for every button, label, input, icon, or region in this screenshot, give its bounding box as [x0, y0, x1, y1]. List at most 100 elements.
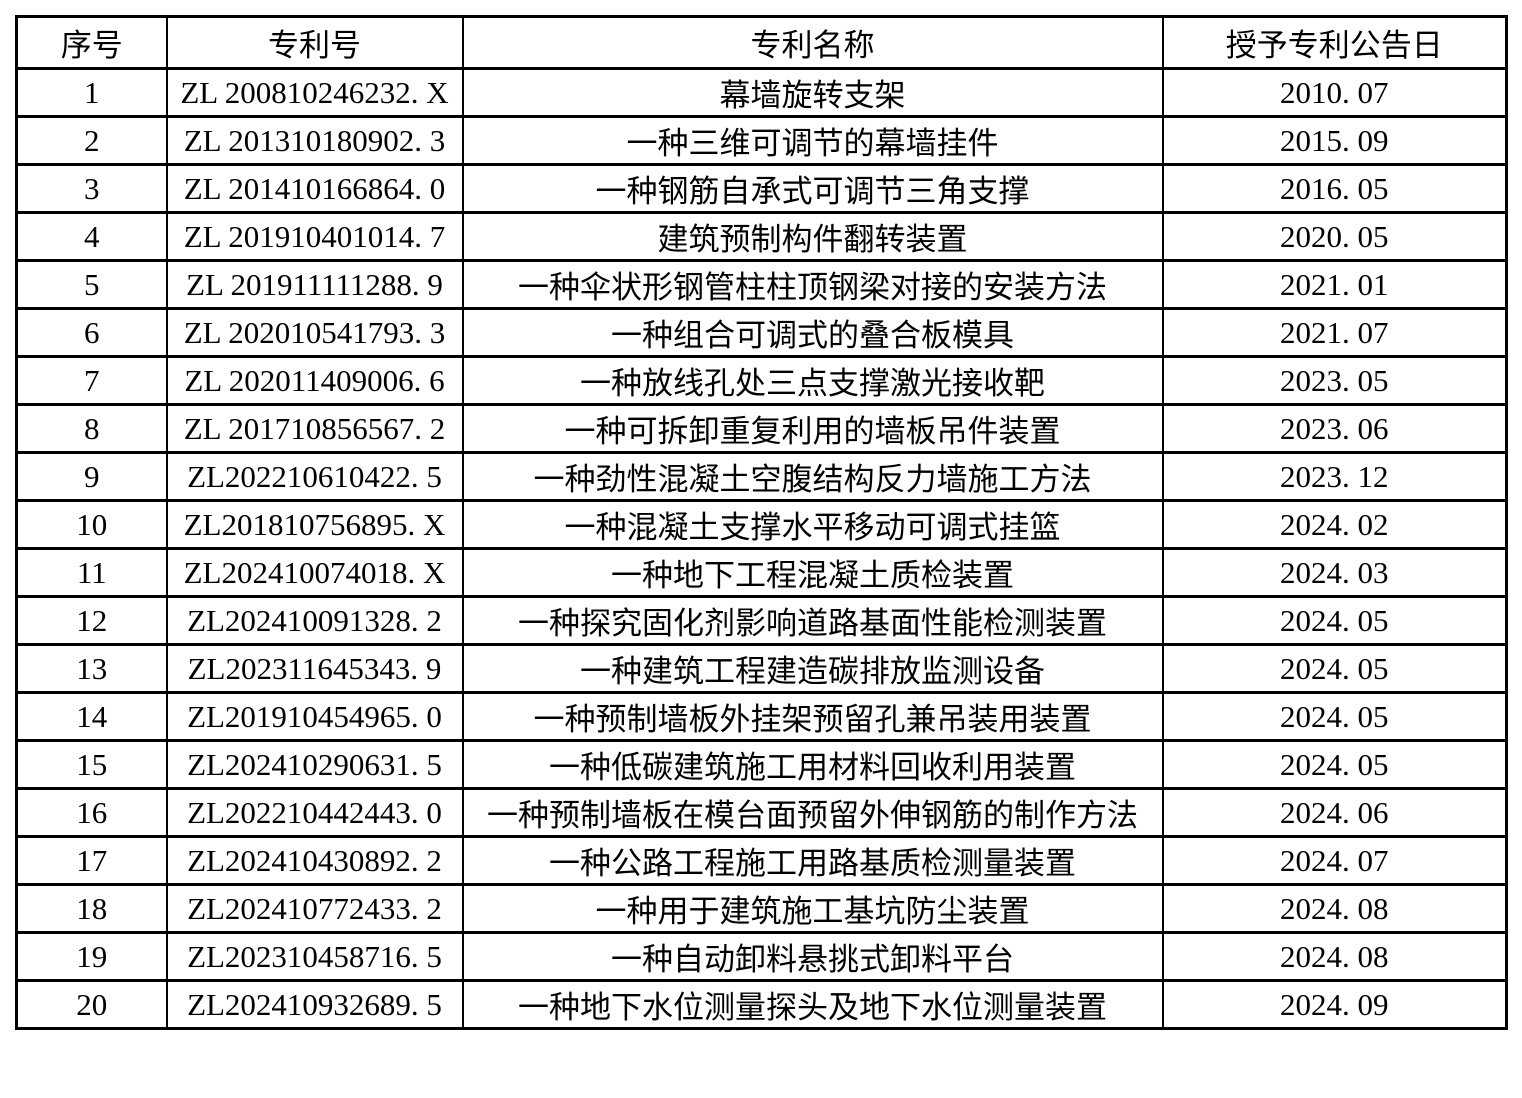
cell-patent-number: ZL 202011409006. 6	[165, 355, 464, 406]
cell-index: 17	[15, 835, 168, 886]
cell-patent-number: ZL202311645343. 9	[165, 643, 464, 694]
cell-index: 10	[15, 499, 168, 550]
cell-index: 20	[15, 979, 168, 1030]
col-header-patent-name: 专利名称	[461, 15, 1164, 70]
table-row: 12 ZL202410091328. 2 一种探究固化剂影响道路基面性能检测装置 20…	[15, 595, 1508, 646]
cell-index: 7	[15, 355, 168, 406]
cell-grant-date: 2010. 07	[1161, 67, 1508, 118]
cell-index: 8	[15, 403, 168, 454]
cell-grant-date: 2020. 05	[1161, 211, 1508, 262]
cell-patent-number: ZL 201910401014. 7	[165, 211, 464, 262]
table-row: 18 ZL202410772433. 2 一种用于建筑施工基坑防尘装置 2024. 0…	[15, 883, 1508, 934]
table-row: 4 ZL 201910401014. 7 建筑预制构件翻转装置 2020. 05	[15, 211, 1508, 262]
cell-patent-number: ZL201810756895. X	[165, 499, 464, 550]
cell-patent-number: ZL202410290631. 5	[165, 739, 464, 790]
cell-patent-name: 一种地下工程混凝土质检装置	[461, 547, 1164, 598]
cell-patent-number: ZL202210442443. 0	[165, 787, 464, 838]
cell-index: 13	[15, 643, 168, 694]
cell-patent-number: ZL202410074018. X	[165, 547, 464, 598]
col-header-index: 序号	[15, 15, 168, 70]
cell-grant-date: 2016. 05	[1161, 163, 1508, 214]
cell-patent-name: 一种预制墙板外挂架预留孔兼吊装用装置	[461, 691, 1164, 742]
cell-patent-name: 一种公路工程施工用路基质检测量装置	[461, 835, 1164, 886]
cell-patent-name: 建筑预制构件翻转装置	[461, 211, 1164, 262]
cell-index: 6	[15, 307, 168, 358]
cell-grant-date: 2024. 06	[1161, 787, 1508, 838]
table-row: 20 ZL202410932689. 5 一种地下水位测量探头及地下水位测量装置 20…	[15, 979, 1508, 1030]
cell-patent-name: 一种地下水位测量探头及地下水位测量装置	[461, 979, 1164, 1030]
cell-grant-date: 2024. 05	[1161, 691, 1508, 742]
cell-grant-date: 2024. 07	[1161, 835, 1508, 886]
cell-patent-name: 一种建筑工程建造碳排放监测设备	[461, 643, 1164, 694]
cell-grant-date: 2023. 06	[1161, 403, 1508, 454]
table-row: 6 ZL 202010541793. 3 一种组合可调式的叠合板模具 2021. 07	[15, 307, 1508, 358]
cell-patent-number: ZL 202010541793. 3	[165, 307, 464, 358]
cell-grant-date: 2024. 08	[1161, 883, 1508, 934]
cell-patent-number: ZL202210610422. 5	[165, 451, 464, 502]
cell-patent-name: 一种伞状形钢管柱柱顶钢梁对接的安装方法	[461, 259, 1164, 310]
table-row: 11 ZL202410074018. X 一种地下工程混凝土质检装置 2024. 03	[15, 547, 1508, 598]
cell-patent-name: 一种低碳建筑施工用材料回收利用装置	[461, 739, 1164, 790]
cell-patent-name: 一种劲性混凝土空腹结构反力墙施工方法	[461, 451, 1164, 502]
cell-grant-date: 2023. 12	[1161, 451, 1508, 502]
cell-index: 14	[15, 691, 168, 742]
cell-grant-date: 2023. 05	[1161, 355, 1508, 406]
table-row: 5 ZL 201911111288. 9 一种伞状形钢管柱柱顶钢梁对接的安装方法 20…	[15, 259, 1508, 310]
cell-grant-date: 2024. 09	[1161, 979, 1508, 1030]
cell-patent-number: ZL202410091328. 2	[165, 595, 464, 646]
cell-grant-date: 2024. 05	[1161, 643, 1508, 694]
table-row: 14 ZL201910454965. 0 一种预制墙板外挂架预留孔兼吊装用装置 202…	[15, 691, 1508, 742]
cell-patent-name: 一种混凝土支撑水平移动可调式挂篮	[461, 499, 1164, 550]
cell-index: 15	[15, 739, 168, 790]
table-row: 13 ZL202311645343. 9 一种建筑工程建造碳排放监测设备 2024. …	[15, 643, 1508, 694]
cell-patent-name: 一种可拆卸重复利用的墙板吊件装置	[461, 403, 1164, 454]
cell-patent-name: 一种放线孔处三点支撑激光接收靶	[461, 355, 1164, 406]
cell-patent-number: ZL201910454965. 0	[165, 691, 464, 742]
cell-index: 9	[15, 451, 168, 502]
table-row: 19 ZL202310458716. 5 一种自动卸料悬挑式卸料平台 2024. 08	[15, 931, 1508, 982]
cell-index: 2	[15, 115, 168, 166]
table-row: 7 ZL 202011409006. 6 一种放线孔处三点支撑激光接收靶 2023. …	[15, 355, 1508, 406]
header-row: 序号 专利号 专利名称 授予专利公告日	[15, 15, 1508, 70]
cell-patent-number: ZL202410932689. 5	[165, 979, 464, 1030]
table-row: 2 ZL 201310180902. 3 一种三维可调节的幕墙挂件 2015. 09	[15, 115, 1508, 166]
cell-index: 18	[15, 883, 168, 934]
cell-patent-name: 一种预制墙板在模台面预留外伸钢筋的制作方法	[461, 787, 1164, 838]
table-row: 10 ZL201810756895. X 一种混凝土支撑水平移动可调式挂篮 2024.…	[15, 499, 1508, 550]
cell-patent-name: 一种探究固化剂影响道路基面性能检测装置	[461, 595, 1164, 646]
cell-grant-date: 2021. 01	[1161, 259, 1508, 310]
table-row: 9 ZL202210610422. 5 一种劲性混凝土空腹结构反力墙施工方法 2023…	[15, 451, 1508, 502]
table-row: 3 ZL 201410166864. 0 一种钢筋自承式可调节三角支撑 2016. 0…	[15, 163, 1508, 214]
cell-patent-number: ZL 200810246232. X	[165, 67, 464, 118]
patent-table: 序号 专利号 专利名称 授予专利公告日 1 ZL 200810246232. X 幕墙旋转…	[15, 15, 1508, 1030]
cell-index: 11	[15, 547, 168, 598]
cell-patent-name: 一种用于建筑施工基坑防尘装置	[461, 883, 1164, 934]
table-row: 17 ZL202410430892. 2 一种公路工程施工用路基质检测量装置 2024…	[15, 835, 1508, 886]
cell-grant-date: 2024. 03	[1161, 547, 1508, 598]
cell-patent-number: ZL 201310180902. 3	[165, 115, 464, 166]
cell-grant-date: 2024. 05	[1161, 595, 1508, 646]
cell-grant-date: 2024. 02	[1161, 499, 1508, 550]
table-row: 1 ZL 200810246232. X 幕墙旋转支架 2010. 07	[15, 67, 1508, 118]
table-row: 8 ZL 201710856567. 2 一种可拆卸重复利用的墙板吊件装置 2023.…	[15, 403, 1508, 454]
cell-grant-date: 2024. 05	[1161, 739, 1508, 790]
cell-index: 3	[15, 163, 168, 214]
cell-patent-name: 一种钢筋自承式可调节三角支撑	[461, 163, 1164, 214]
cell-patent-number: ZL 201911111288. 9	[165, 259, 464, 310]
col-header-patent-number: 专利号	[165, 15, 464, 70]
cell-patent-number: ZL202310458716. 5	[165, 931, 464, 982]
col-header-grant-date: 授予专利公告日	[1161, 15, 1508, 70]
cell-index: 19	[15, 931, 168, 982]
cell-patent-number: ZL 201710856567. 2	[165, 403, 464, 454]
cell-patent-number: ZL 201410166864. 0	[165, 163, 464, 214]
cell-grant-date: 2015. 09	[1161, 115, 1508, 166]
document-page: 序号 专利号 专利名称 授予专利公告日 1 ZL 200810246232. X 幕墙旋转…	[0, 15, 1522, 1098]
cell-patent-number: ZL202410430892. 2	[165, 835, 464, 886]
cell-index: 16	[15, 787, 168, 838]
cell-index: 5	[15, 259, 168, 310]
cell-patent-name: 一种组合可调式的叠合板模具	[461, 307, 1164, 358]
cell-index: 4	[15, 211, 168, 262]
cell-index: 1	[15, 67, 168, 118]
cell-patent-name: 一种自动卸料悬挑式卸料平台	[461, 931, 1164, 982]
table-row: 15 ZL202410290631. 5 一种低碳建筑施工用材料回收利用装置 2024…	[15, 739, 1508, 790]
